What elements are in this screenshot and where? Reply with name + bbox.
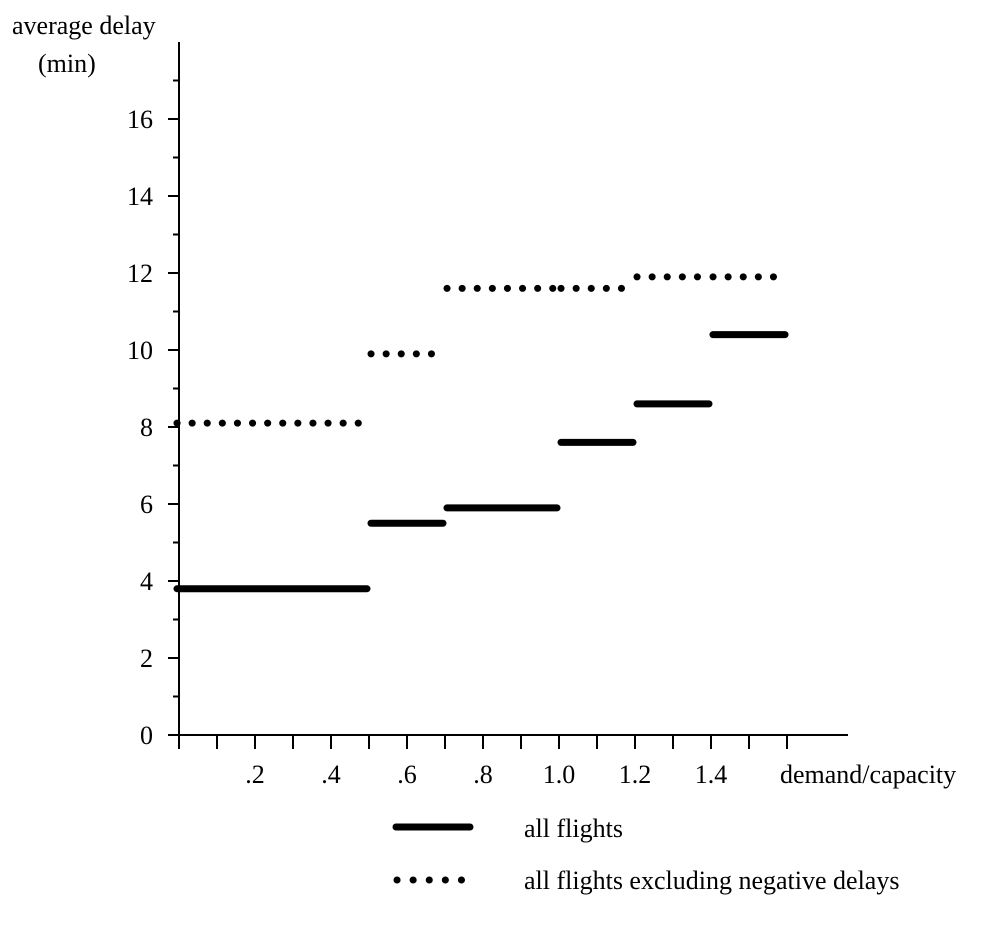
y-tick-label: 16 [127,105,153,134]
y-tick-label: 8 [140,413,153,442]
x-tick-label: .6 [397,760,417,789]
y-tick-label: 0 [140,721,153,750]
legend: all flights all flights excluding negati… [392,814,899,895]
x-axis-label: demand/capacity [780,760,956,789]
x-tick-label: 1.4 [695,760,728,789]
x-tick-label: .4 [321,760,341,789]
x-ticks: .2 .4 .6 .8 1.0 1.2 1.4 [178,735,788,789]
x-tick-label: 1.2 [619,760,652,789]
x-tick-label: .2 [245,760,265,789]
series-layer [173,273,789,593]
y-tick-label: 4 [140,567,153,596]
legend-label-excluding-negative: all flights excluding negative delays [524,866,899,895]
x-tick-label: .8 [473,760,493,789]
legend-label-all-flights: all flights [524,814,623,843]
x-tick-label: 1.0 [543,760,576,789]
y-tick-label: 6 [140,490,153,519]
y-tick-label: 12 [127,259,153,288]
y-tick-label: 2 [140,644,153,673]
y-tick-label: 10 [127,336,153,365]
y-axis-label: average delay [12,11,156,40]
y-ticks: 0 2 4 6 8 10 12 14 16 [127,79,179,750]
y-axis-label-unit: (min) [38,49,96,78]
y-tick-label: 14 [127,182,153,211]
